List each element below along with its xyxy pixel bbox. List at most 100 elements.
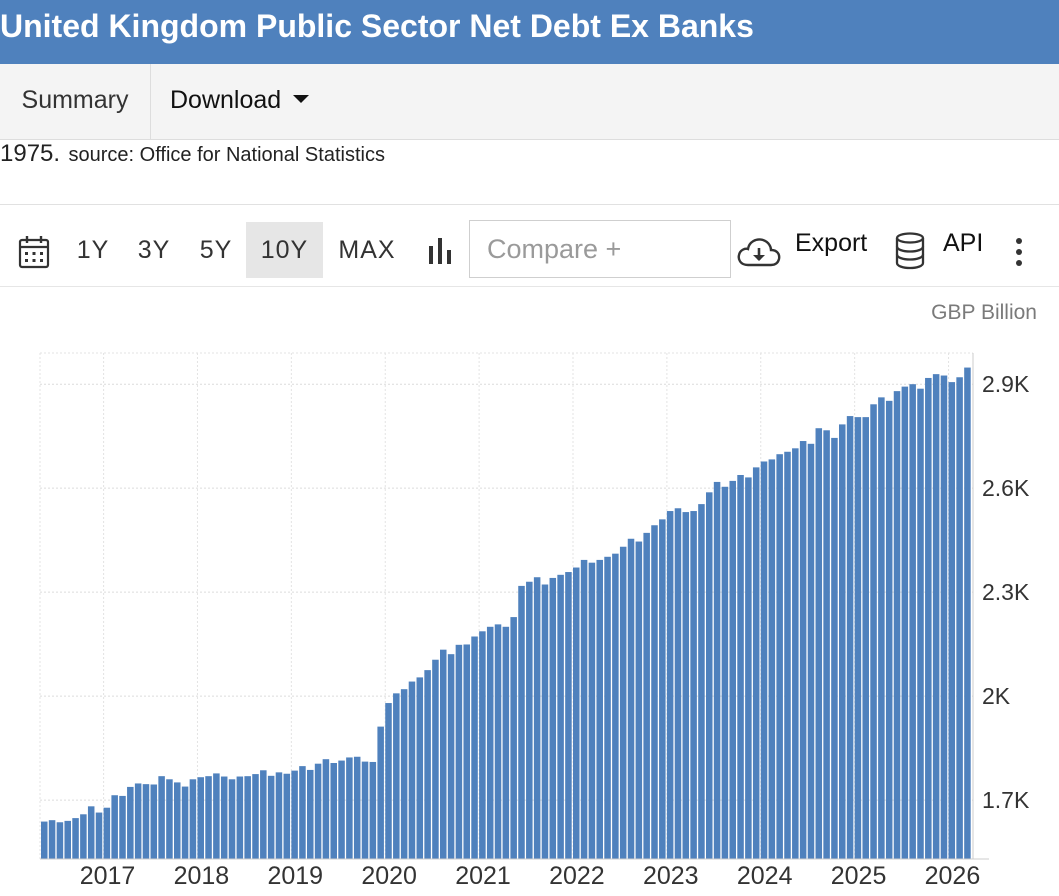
bar[interactable] <box>486 626 494 859</box>
bar[interactable] <box>72 818 79 859</box>
bar[interactable] <box>103 807 111 859</box>
bar[interactable] <box>745 477 752 859</box>
bar[interactable] <box>580 559 588 859</box>
bar[interactable] <box>150 784 158 859</box>
bar[interactable] <box>252 774 259 859</box>
tab-download[interactable]: Download <box>170 64 340 139</box>
bar[interactable] <box>643 532 650 859</box>
bar[interactable] <box>909 384 916 859</box>
bar[interactable] <box>181 786 189 859</box>
bar[interactable] <box>674 508 682 859</box>
bar[interactable] <box>220 776 228 859</box>
bar[interactable] <box>213 773 220 859</box>
bar[interactable] <box>706 492 713 859</box>
bar[interactable] <box>588 562 596 859</box>
bar[interactable] <box>228 779 236 859</box>
bar[interactable] <box>142 784 150 859</box>
bar[interactable] <box>784 451 791 859</box>
bar[interactable] <box>541 584 549 859</box>
bar[interactable] <box>463 644 470 859</box>
bar[interactable] <box>400 689 408 859</box>
bar[interactable] <box>799 441 807 859</box>
bar[interactable] <box>690 511 697 859</box>
bar[interactable] <box>627 538 635 859</box>
bar[interactable] <box>197 777 204 859</box>
bar[interactable] <box>299 766 306 859</box>
cloud-download-icon[interactable] <box>736 235 782 269</box>
api-button[interactable]: API <box>943 229 984 257</box>
bar[interactable] <box>549 577 557 859</box>
bar[interactable] <box>635 541 643 859</box>
export-button[interactable]: Export <box>795 229 868 257</box>
bar[interactable] <box>119 795 126 859</box>
bar[interactable] <box>322 759 330 859</box>
bar[interactable] <box>901 386 909 859</box>
bar[interactable] <box>792 448 799 859</box>
bar[interactable] <box>408 681 416 859</box>
bar[interactable] <box>666 511 674 859</box>
bar[interactable] <box>878 397 885 859</box>
bar[interactable] <box>307 769 314 859</box>
bar[interactable] <box>807 443 815 859</box>
bar[interactable] <box>174 782 181 859</box>
bar[interactable] <box>917 388 924 859</box>
bar[interactable] <box>111 795 118 859</box>
bar[interactable] <box>940 375 948 859</box>
bar[interactable] <box>424 670 431 859</box>
bar[interactable] <box>823 430 830 859</box>
bar-chart-icon[interactable] <box>427 236 455 266</box>
bar[interactable] <box>393 693 400 859</box>
bar[interactable] <box>353 756 361 859</box>
range-10y-button[interactable]: 10Y <box>246 222 323 278</box>
bar[interactable] <box>698 504 705 859</box>
bar[interactable] <box>510 617 517 859</box>
bar[interactable] <box>932 374 940 859</box>
database-icon[interactable] <box>894 232 926 270</box>
compare-input[interactable] <box>469 220 731 278</box>
bar[interactable] <box>314 763 322 859</box>
bar[interactable] <box>64 820 71 859</box>
bar[interactable] <box>596 559 603 859</box>
bar[interactable] <box>236 776 244 859</box>
bar[interactable] <box>893 391 901 859</box>
bar[interactable] <box>776 454 783 859</box>
bar[interactable] <box>604 556 611 859</box>
bar[interactable] <box>385 703 392 859</box>
bar[interactable] <box>760 461 768 859</box>
bar[interactable] <box>127 786 134 859</box>
bar[interactable] <box>752 467 760 859</box>
bar[interactable] <box>189 779 197 859</box>
bar[interactable] <box>494 624 502 859</box>
bar[interactable] <box>447 654 455 859</box>
bar[interactable] <box>533 577 541 859</box>
bar[interactable] <box>432 659 439 859</box>
bar[interactable] <box>41 821 48 859</box>
bar[interactable] <box>651 525 658 859</box>
bar[interactable] <box>80 814 87 859</box>
bar[interactable] <box>815 428 823 859</box>
bar[interactable] <box>479 631 486 859</box>
bar[interactable] <box>158 776 165 859</box>
bar[interactable] <box>721 486 729 859</box>
bar[interactable] <box>964 367 971 859</box>
bar[interactable] <box>377 726 384 859</box>
bar[interactable] <box>283 773 291 859</box>
more-vertical-icon[interactable] <box>1012 237 1026 267</box>
bar[interactable] <box>330 763 337 859</box>
bar[interactable] <box>619 546 627 859</box>
calendar-icon[interactable] <box>18 235 50 269</box>
bar[interactable] <box>56 822 64 859</box>
bar[interactable] <box>369 761 377 859</box>
bar[interactable] <box>737 474 744 859</box>
bar[interactable] <box>275 772 283 859</box>
tab-summary[interactable]: Summary <box>0 64 151 139</box>
bar[interactable] <box>471 636 478 860</box>
bar[interactable] <box>885 400 893 859</box>
bar[interactable] <box>862 417 869 859</box>
bar[interactable] <box>166 779 173 859</box>
bar[interactable] <box>361 761 369 859</box>
bar[interactable] <box>713 481 721 859</box>
bar[interactable] <box>573 567 580 859</box>
range-5y-button[interactable]: 5Y <box>199 236 233 264</box>
bar[interactable] <box>267 775 275 859</box>
